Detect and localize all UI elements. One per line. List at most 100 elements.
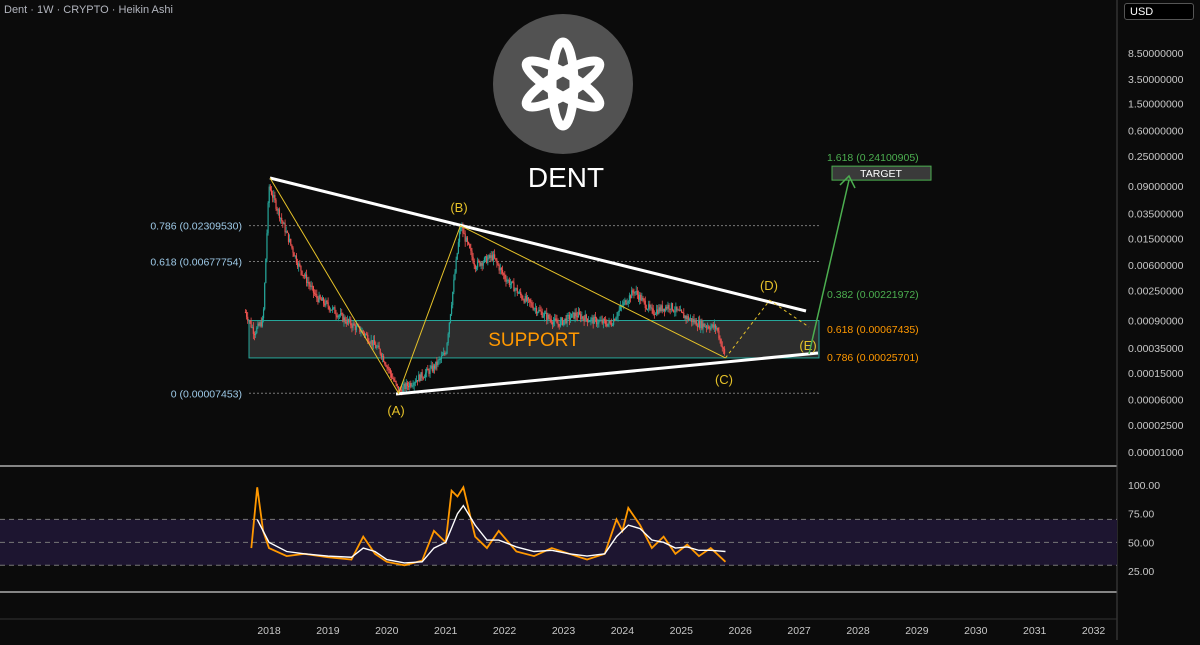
candle-body bbox=[260, 322, 262, 327]
candle-body bbox=[422, 377, 424, 379]
candle-body bbox=[675, 306, 677, 312]
candle-body bbox=[452, 291, 454, 306]
candle-body bbox=[362, 330, 364, 333]
candle-body bbox=[491, 255, 493, 261]
candle-body bbox=[644, 300, 646, 309]
candle-body bbox=[294, 255, 296, 257]
candle-body bbox=[625, 300, 627, 305]
candle-body bbox=[474, 265, 476, 269]
candle-body bbox=[704, 326, 706, 328]
candle-body bbox=[716, 327, 718, 329]
candle-body bbox=[583, 318, 585, 322]
candle-body bbox=[317, 298, 319, 303]
candle-body bbox=[347, 319, 350, 322]
candle-body bbox=[436, 361, 438, 366]
candle-body bbox=[608, 320, 610, 324]
candle-body bbox=[457, 242, 459, 254]
candle-body bbox=[659, 307, 661, 312]
rsi-tick-label: 25.00 bbox=[1128, 566, 1154, 578]
candle-body bbox=[499, 267, 501, 271]
candle-body bbox=[682, 312, 684, 314]
candle-body bbox=[438, 359, 440, 361]
rsi-ma-line bbox=[256, 504, 726, 564]
candle-body bbox=[380, 353, 382, 358]
candle-body bbox=[480, 263, 482, 266]
candle-body bbox=[564, 318, 566, 321]
candle-body bbox=[622, 305, 624, 307]
candle-body bbox=[533, 308, 535, 310]
candle-body bbox=[611, 324, 614, 326]
target-arrowhead bbox=[839, 174, 856, 189]
candle-body bbox=[694, 320, 696, 323]
candle-body bbox=[322, 297, 325, 304]
candle-body bbox=[439, 358, 441, 360]
candle-body bbox=[312, 286, 315, 293]
candle-body bbox=[706, 326, 709, 328]
candle-body bbox=[666, 306, 668, 309]
candle-body bbox=[633, 292, 635, 294]
candle-body bbox=[287, 232, 290, 242]
candle-body bbox=[619, 306, 621, 310]
candle-body bbox=[371, 340, 373, 346]
candle-body bbox=[531, 302, 533, 307]
candle-body bbox=[555, 318, 557, 321]
currency-badge[interactable]: USD bbox=[1124, 3, 1194, 20]
candle-body bbox=[631, 290, 633, 299]
candle-body bbox=[272, 194, 274, 198]
candle-body bbox=[594, 316, 597, 319]
candle-body bbox=[441, 355, 444, 357]
candle-body bbox=[318, 295, 320, 303]
time-tick-label: 2018 bbox=[257, 625, 281, 637]
candle-body bbox=[581, 316, 583, 320]
candle-body bbox=[667, 305, 669, 309]
candle-body bbox=[324, 303, 326, 306]
candle-body bbox=[486, 256, 488, 264]
candle-body bbox=[435, 361, 437, 369]
candle-body bbox=[351, 325, 353, 328]
candle-body bbox=[657, 309, 659, 314]
candle-body bbox=[325, 300, 327, 306]
candle-body bbox=[723, 348, 726, 354]
candle-body bbox=[600, 319, 602, 321]
candle-body bbox=[650, 307, 652, 309]
candle-body bbox=[538, 309, 540, 313]
candle-body bbox=[661, 305, 663, 312]
candle-body bbox=[283, 223, 285, 225]
candle-body bbox=[522, 298, 524, 300]
wave-label: (B) bbox=[450, 200, 467, 215]
candle-body bbox=[293, 252, 295, 257]
candle-body bbox=[292, 247, 294, 253]
candle-body bbox=[364, 334, 367, 336]
candle-body bbox=[508, 280, 510, 286]
candle-body bbox=[516, 288, 518, 294]
candle-body bbox=[301, 270, 303, 276]
symbol-header[interactable]: Dent · 1W · CRYPTO · Heikin Ashi bbox=[4, 4, 173, 16]
candle-body bbox=[680, 310, 683, 313]
candle-body bbox=[277, 209, 279, 211]
candle-body bbox=[350, 319, 352, 326]
candle-body bbox=[366, 334, 368, 336]
price-tick-label: 0.09000000 bbox=[1128, 181, 1184, 193]
candle-body bbox=[614, 319, 616, 321]
candle-body bbox=[586, 318, 589, 322]
candle-body bbox=[311, 285, 313, 287]
candle-body bbox=[696, 325, 698, 327]
candle-body bbox=[368, 341, 370, 343]
candle-body bbox=[463, 233, 465, 235]
candle-body bbox=[247, 316, 249, 321]
candle-body bbox=[656, 309, 658, 314]
candle-body bbox=[521, 294, 523, 299]
time-tick-label: 2029 bbox=[905, 625, 929, 637]
candle-body bbox=[367, 334, 369, 342]
candle-body bbox=[278, 209, 281, 219]
wave-projection bbox=[725, 299, 810, 359]
candle-body bbox=[507, 280, 509, 282]
candle-body bbox=[504, 274, 506, 279]
time-tick-label: 2020 bbox=[375, 625, 399, 637]
candle-body bbox=[576, 316, 578, 318]
candle-body bbox=[328, 306, 330, 311]
candle-body bbox=[290, 238, 292, 245]
candle-body bbox=[616, 316, 618, 319]
candle-body bbox=[396, 383, 398, 387]
price-tick-label: 0.03500000 bbox=[1128, 209, 1184, 221]
